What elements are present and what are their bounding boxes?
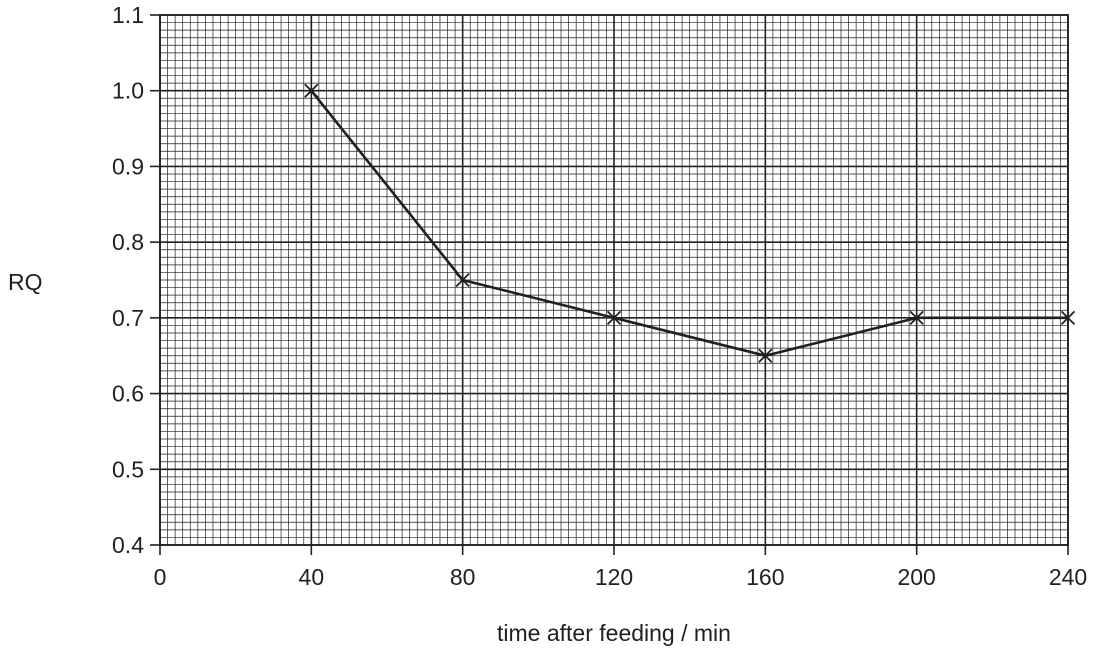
x-tick-label: 120 bbox=[595, 564, 633, 590]
x-axis-label: time after feeding / min bbox=[497, 620, 731, 646]
y-tick-label: 0.5 bbox=[112, 456, 144, 482]
x-tick-label: 0 bbox=[154, 564, 167, 590]
y-tick-label: 0.9 bbox=[112, 153, 144, 179]
y-tick-label: 0.4 bbox=[112, 532, 144, 558]
data-point bbox=[455, 272, 470, 288]
x-tick-label: 240 bbox=[1049, 564, 1087, 590]
series bbox=[304, 83, 1076, 363]
data-point bbox=[606, 310, 622, 325]
x-tick-label: 160 bbox=[746, 564, 784, 590]
tick-labels: 0.4 0.5 0.6 0.7 0.8 0.9 1.0 1.1 0 40 80 120 160 200 24… bbox=[112, 2, 1087, 590]
x-tick-label: 200 bbox=[897, 564, 935, 590]
x-tick-label: 40 bbox=[299, 564, 325, 590]
y-tick-label: 0.8 bbox=[112, 229, 144, 255]
data-point-cross-stroke bbox=[909, 310, 924, 325]
x-tick-label: 80 bbox=[450, 564, 476, 590]
data-point bbox=[758, 348, 773, 363]
data-point-cross-stroke bbox=[758, 348, 773, 363]
data-point-cross-stroke bbox=[304, 83, 319, 98]
y-tick-label: 0.7 bbox=[112, 305, 144, 331]
data-point bbox=[1060, 310, 1076, 325]
y-tick-label: 1.1 bbox=[112, 2, 144, 28]
data-point bbox=[304, 83, 319, 98]
data-point-cross-stroke bbox=[455, 272, 470, 288]
y-axis-label: RQ bbox=[8, 269, 43, 295]
y-tick-label: 0.6 bbox=[112, 381, 144, 407]
data-point bbox=[909, 310, 924, 325]
y-tick-label: 1.0 bbox=[112, 78, 144, 104]
data-point-cross-stroke bbox=[606, 310, 622, 325]
data-point-cross-stroke bbox=[1060, 310, 1076, 325]
axes bbox=[150, 14, 1069, 555]
series-line bbox=[310, 89, 1068, 358]
